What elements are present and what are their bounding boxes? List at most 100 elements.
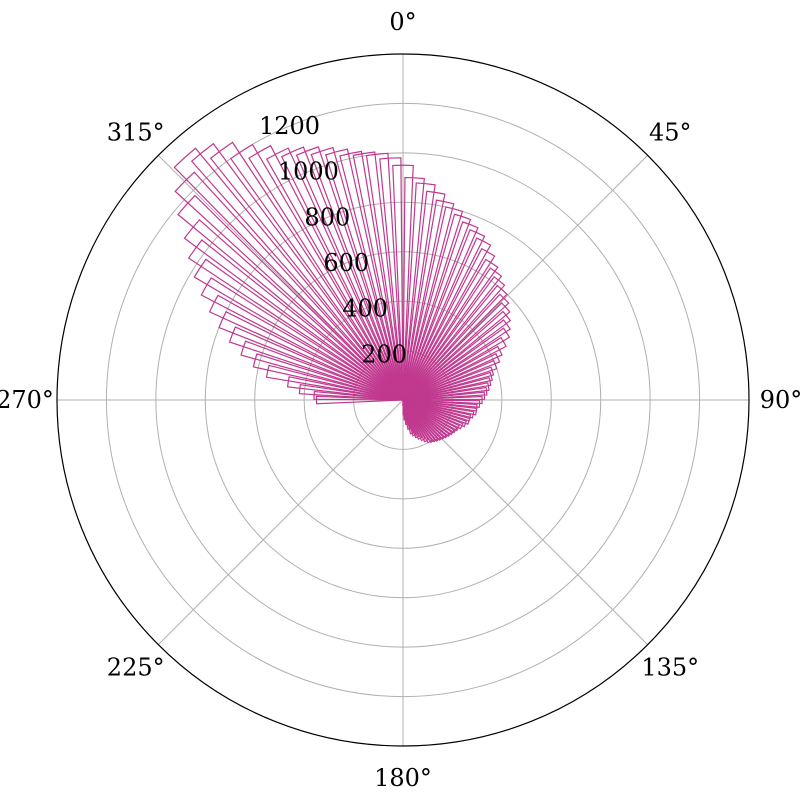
polar-bar bbox=[252, 353, 404, 401]
theta-tick-label: 0° bbox=[389, 8, 416, 36]
polar-bar bbox=[402, 386, 488, 401]
polar-bar bbox=[209, 141, 404, 401]
theta-tick-label: 315° bbox=[107, 119, 165, 147]
polar-bar bbox=[402, 182, 436, 401]
polar-bar bbox=[402, 399, 450, 439]
polar-bar bbox=[228, 326, 404, 401]
polar-bar bbox=[402, 399, 423, 440]
polar-bars bbox=[173, 141, 512, 444]
polar-bar bbox=[402, 352, 501, 401]
polar-bar bbox=[392, 164, 414, 401]
polar-bar bbox=[200, 277, 404, 401]
polar-bar bbox=[402, 382, 490, 401]
theta-tick-label: 135° bbox=[641, 653, 699, 681]
polar-bar bbox=[280, 146, 404, 401]
polar-bar bbox=[402, 399, 464, 430]
polar-bar bbox=[402, 213, 472, 401]
polar-bar bbox=[402, 399, 455, 436]
polar-bar bbox=[402, 399, 468, 428]
polar-bar bbox=[402, 190, 446, 401]
polar-bar bbox=[402, 258, 499, 401]
polar-bar bbox=[402, 391, 486, 401]
polar-bar bbox=[402, 399, 407, 421]
polar-bar bbox=[265, 364, 404, 401]
polar-bar bbox=[402, 399, 426, 442]
polar-bar bbox=[187, 239, 404, 401]
polar-bar bbox=[193, 258, 404, 401]
polar-bar bbox=[173, 147, 404, 401]
polar-bar bbox=[286, 376, 404, 401]
polar-bar bbox=[402, 176, 425, 401]
polar-bar bbox=[190, 142, 404, 401]
polar-bar bbox=[402, 221, 479, 401]
polar-bar bbox=[298, 383, 404, 401]
theta-tick-label: 45° bbox=[649, 119, 692, 147]
polar-bar bbox=[229, 143, 404, 401]
polar-bar bbox=[402, 275, 506, 401]
polar-bar bbox=[352, 151, 404, 401]
polar-bar bbox=[402, 327, 511, 401]
polar-bar bbox=[402, 247, 496, 401]
polar-bar bbox=[402, 399, 471, 426]
polar-bar bbox=[402, 310, 512, 401]
polar-bar bbox=[339, 150, 404, 401]
polar-bar bbox=[402, 395, 483, 405]
polar-bar bbox=[402, 267, 503, 401]
theta-tick-label: 90° bbox=[760, 386, 800, 414]
polar-bar bbox=[402, 399, 420, 439]
polar-bar bbox=[402, 237, 492, 401]
polar-bar bbox=[240, 340, 404, 401]
theta-grid-line bbox=[157, 399, 404, 646]
polar-bar bbox=[248, 144, 404, 401]
radial-tick-labels: 200 400 600 800 1000 1200 bbox=[259, 112, 407, 368]
polar-bar bbox=[402, 206, 464, 401]
polar-bar bbox=[324, 148, 404, 401]
r-tick-label: 200 bbox=[361, 340, 407, 368]
polar-bar bbox=[402, 336, 507, 401]
polar-bar bbox=[402, 399, 430, 443]
polar-bar bbox=[402, 399, 412, 430]
theta-tick-label: 270° bbox=[0, 386, 54, 414]
polar-bar bbox=[402, 345, 503, 401]
polar-bar bbox=[402, 371, 493, 401]
r-tick-label: 800 bbox=[304, 203, 350, 231]
r-tick-label: 400 bbox=[342, 295, 388, 323]
polar-bar bbox=[265, 147, 404, 401]
polar-bar bbox=[402, 399, 453, 437]
polar-bar bbox=[402, 399, 475, 419]
polar-bar bbox=[402, 399, 436, 444]
r-tick-label: 1000 bbox=[278, 158, 339, 186]
polar-bar bbox=[208, 294, 404, 401]
polar-bar bbox=[315, 395, 404, 405]
polar-bar bbox=[402, 399, 406, 416]
polar-bar bbox=[379, 157, 404, 401]
polar-bar bbox=[402, 376, 492, 401]
polar-bar bbox=[402, 399, 415, 435]
polar-bar bbox=[402, 366, 495, 401]
theta-tick-labels: 0° 45° 90° 135° 180° 225° 270° 315° bbox=[0, 8, 800, 792]
theta-grid-line bbox=[402, 399, 649, 646]
polar-bar bbox=[402, 284, 508, 401]
polar-bar bbox=[402, 293, 510, 401]
polar-bar bbox=[402, 359, 498, 401]
polar-bar bbox=[402, 302, 511, 401]
polar-bar bbox=[295, 146, 404, 401]
r-tick-label: 1200 bbox=[259, 112, 320, 140]
polar-bar bbox=[183, 219, 404, 401]
polar-bar bbox=[218, 310, 404, 401]
polar-bar bbox=[310, 146, 404, 401]
polar-bar bbox=[402, 399, 417, 437]
polar-frame bbox=[56, 53, 750, 747]
polar-bar bbox=[402, 399, 458, 434]
polar-bar bbox=[402, 399, 409, 426]
polar-bar bbox=[402, 199, 455, 401]
polar-bar bbox=[402, 399, 433, 444]
polar-bar bbox=[402, 399, 461, 432]
polar-bar bbox=[402, 399, 442, 442]
polar-bar bbox=[402, 399, 444, 441]
polar-bar bbox=[402, 399, 439, 443]
polar-bar bbox=[313, 390, 404, 401]
polar-bar bbox=[402, 319, 511, 401]
polar-bar bbox=[174, 171, 404, 401]
